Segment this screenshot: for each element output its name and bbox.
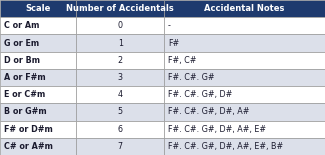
Bar xyxy=(76,0,164,17)
Text: C or Am: C or Am xyxy=(4,21,39,30)
Bar xyxy=(76,103,164,121)
Text: A or F#m: A or F#m xyxy=(4,73,46,82)
Bar xyxy=(0,86,76,103)
Text: F#: F# xyxy=(168,39,179,48)
Text: F#. C#. G#, D#, A#: F#. C#. G#, D#, A# xyxy=(168,107,250,116)
Bar xyxy=(164,86,325,103)
Text: Number of Accidentals: Number of Accidentals xyxy=(66,4,174,13)
Bar xyxy=(164,69,325,86)
Text: E or C#m: E or C#m xyxy=(4,90,45,99)
Bar xyxy=(164,138,325,155)
Bar xyxy=(76,86,164,103)
Bar xyxy=(0,69,76,86)
Text: 5: 5 xyxy=(118,107,123,116)
Text: F# or D#m: F# or D#m xyxy=(4,125,53,134)
Bar xyxy=(164,17,325,34)
Text: F#. C#. G#: F#. C#. G# xyxy=(168,73,214,82)
Text: 2: 2 xyxy=(118,56,123,65)
Bar xyxy=(0,52,76,69)
Text: 0: 0 xyxy=(118,21,123,30)
Bar xyxy=(164,34,325,52)
Text: F#, C#: F#, C# xyxy=(168,56,197,65)
Bar xyxy=(76,69,164,86)
Text: Accidental Notes: Accidental Notes xyxy=(204,4,285,13)
Text: Scale: Scale xyxy=(25,4,51,13)
Bar xyxy=(0,121,76,138)
Bar xyxy=(76,34,164,52)
Bar xyxy=(0,17,76,34)
Bar xyxy=(0,103,76,121)
Bar xyxy=(164,103,325,121)
Text: 7: 7 xyxy=(118,142,123,151)
Text: D or Bm: D or Bm xyxy=(4,56,40,65)
Bar xyxy=(164,52,325,69)
Text: 1: 1 xyxy=(118,39,123,48)
Text: B or G#m: B or G#m xyxy=(4,107,46,116)
Bar xyxy=(0,138,76,155)
Bar xyxy=(164,121,325,138)
Bar xyxy=(76,138,164,155)
Text: C# or A#m: C# or A#m xyxy=(4,142,53,151)
Text: F#. C#. G#, D#, A#, E#: F#. C#. G#, D#, A#, E# xyxy=(168,125,266,134)
Bar xyxy=(76,52,164,69)
Text: 3: 3 xyxy=(118,73,123,82)
Bar xyxy=(76,121,164,138)
Bar xyxy=(76,17,164,34)
Text: F#. C#. G#, D#, A#, E#, B#: F#. C#. G#, D#, A#, E#, B# xyxy=(168,142,283,151)
Bar xyxy=(0,34,76,52)
Text: F#. C#. G#, D#: F#. C#. G#, D# xyxy=(168,90,232,99)
Text: 6: 6 xyxy=(118,125,123,134)
Text: -: - xyxy=(168,21,171,30)
Text: 4: 4 xyxy=(118,90,123,99)
Bar xyxy=(164,0,325,17)
Text: G or Em: G or Em xyxy=(4,39,39,48)
Bar xyxy=(0,0,76,17)
